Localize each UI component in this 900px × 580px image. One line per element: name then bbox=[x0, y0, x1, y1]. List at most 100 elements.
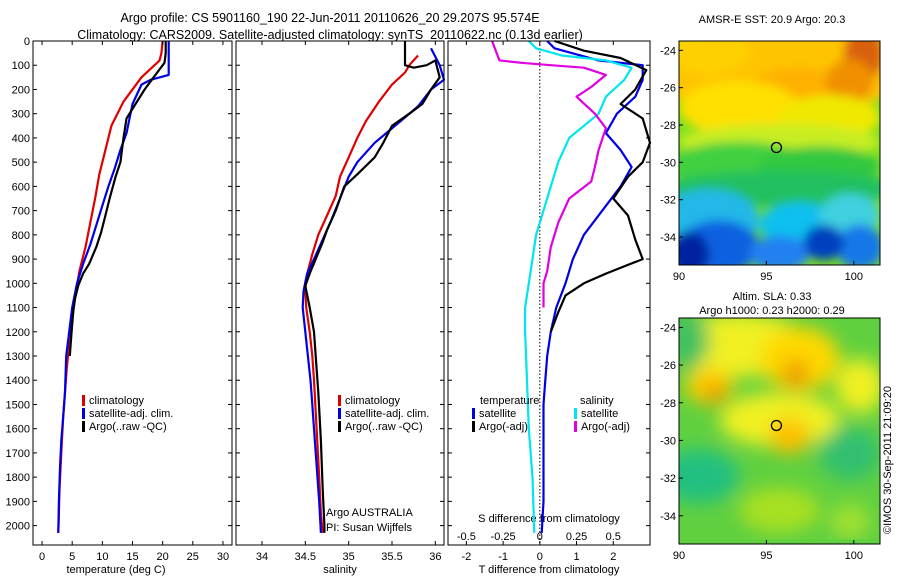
difference-series-salinity-satellite bbox=[523, 40, 633, 533]
sla-map-heatmap-cell bbox=[679, 318, 710, 368]
sla-map-xtick-label: 95 bbox=[760, 550, 772, 562]
salinity-xtick-label: 36 bbox=[429, 551, 441, 563]
sla-map-heatmap-cell bbox=[679, 449, 740, 504]
depth-tick-label: 1300 bbox=[6, 351, 30, 363]
sst-map-heatmap-cell bbox=[679, 81, 800, 136]
salinity-diff-tick-label: 0.25 bbox=[566, 531, 587, 543]
difference-series-temperature-satellite bbox=[540, 40, 644, 533]
depth-tick-label: 1400 bbox=[6, 375, 30, 387]
temperature-legend-entry: Argo(..raw -QC) bbox=[89, 421, 167, 433]
depth-tick-label: 0 bbox=[24, 36, 30, 48]
sst-map-ytick-label: -24 bbox=[660, 45, 676, 57]
sla-map-title: Altim. SLA: 0.33 bbox=[732, 291, 812, 303]
salinity-diff-tick-label: 0 bbox=[537, 531, 543, 543]
difference-legend-heading: salinity bbox=[580, 395, 614, 407]
sst-map-heatmap-cell bbox=[749, 235, 810, 265]
depth-tick-label: 1800 bbox=[6, 472, 30, 484]
depth-tick-label: 1200 bbox=[6, 327, 30, 339]
sla-map-heatmap-cell bbox=[703, 381, 728, 404]
sst-map-ytick-label: -32 bbox=[660, 195, 676, 207]
sla-map-heatmap-cell bbox=[759, 327, 840, 391]
sst-map-xtick-label: 100 bbox=[845, 271, 863, 283]
sst-map-title: AMSR-E SST: 20.9 Argo: 20.3 bbox=[698, 14, 846, 26]
depth-tick-label: 1100 bbox=[6, 303, 30, 315]
header-line-2: Climatology: CARS2009. Satellite-adjuste… bbox=[77, 28, 583, 42]
watermark: ©IMOS 30-Sep-2011 21:09:20 bbox=[882, 386, 894, 534]
difference-salinity-legend-entry: satellite bbox=[581, 408, 618, 420]
temperature-legend-swatch bbox=[82, 408, 85, 419]
depth-tick-label: 600 bbox=[12, 181, 30, 193]
sla-map-ytick-label: -28 bbox=[660, 398, 676, 410]
sst-map-xtick-label: 90 bbox=[673, 271, 685, 283]
sst-map-heatmap-cell bbox=[679, 41, 750, 75]
depth-tick-label: 400 bbox=[12, 133, 30, 145]
temperature-xtick-label: 5 bbox=[69, 551, 75, 563]
difference-xtick-label: 1 bbox=[573, 551, 579, 563]
salinity-legend-entry: climatology bbox=[345, 395, 401, 407]
difference-xlabel: T difference from climatology bbox=[478, 564, 620, 576]
sst-map-frame bbox=[678, 40, 881, 266]
salinity-frame bbox=[235, 40, 445, 546]
temperature-series-climatology bbox=[57, 40, 164, 533]
difference-series-salinity-argo-adj- bbox=[491, 40, 608, 308]
salinity-legend-entry: Argo(..raw -QC) bbox=[345, 421, 423, 433]
annotation-pi: PI: Susan Wijffels bbox=[326, 522, 412, 534]
temperature-xtick-label: 15 bbox=[126, 551, 138, 563]
difference-series-temperature-argo-adj- bbox=[549, 39, 652, 333]
sla-map-heatmap-cell bbox=[769, 417, 810, 454]
temperature-legend-entry: satellite-adj. clim. bbox=[89, 408, 173, 420]
difference-temperature-legend-entry: satellite bbox=[479, 408, 516, 420]
sst-map-ytick-label: -34 bbox=[660, 232, 676, 244]
sla-map-ytick-label: -24 bbox=[660, 322, 676, 334]
sst-map-ytick-label: -26 bbox=[660, 83, 676, 95]
depth-tick-label: 1900 bbox=[6, 496, 30, 508]
sla-map-heatmap-cell bbox=[829, 503, 870, 540]
sla-map-ytick-label: -32 bbox=[660, 473, 676, 485]
temperature-panel: 0 5 10 15 20 25 300100200300400500600700800900… bbox=[6, 36, 233, 563]
sla-map-xtick-label: 90 bbox=[673, 550, 685, 562]
depth-tick-label: 200 bbox=[12, 84, 30, 96]
temperature-xtick-label: 20 bbox=[157, 551, 169, 563]
salinity-series-climatology bbox=[304, 54, 419, 534]
salinity-diff-tick-label: 0.5 bbox=[606, 531, 621, 543]
difference-temperature-legend-entry: Argo(-adj) bbox=[479, 421, 528, 433]
depth-tick-label: 2000 bbox=[6, 521, 30, 533]
salinity-xtick-label: 34.5 bbox=[295, 551, 316, 563]
difference-temperature-legend-swatch bbox=[472, 408, 475, 419]
temperature-xlabel: temperature (deg C) bbox=[66, 564, 166, 576]
salinity-series-argo-raw-qc- bbox=[304, 41, 441, 533]
sla-map-frame bbox=[678, 317, 881, 545]
salinity-xtick-label: 34 bbox=[256, 551, 268, 563]
difference-salinity-legend-swatch bbox=[574, 408, 577, 419]
sla-map-heatmap-cell bbox=[739, 487, 820, 533]
difference-temperature-legend-swatch bbox=[472, 421, 475, 432]
difference-salinity-legend-entry: Argo(-adj) bbox=[581, 421, 630, 433]
header-line-1: Argo profile: CS 5901160_190 22-Jun-2011… bbox=[120, 11, 540, 25]
salinity-panel: 34 34.5 35 35.5 36 bbox=[235, 40, 446, 563]
salinity-legend-swatch bbox=[338, 421, 341, 432]
sst-map-ytick-label: -30 bbox=[660, 157, 676, 169]
sla-map-heatmap-cell bbox=[781, 358, 810, 391]
salinity-diff-tick-label: -0.5 bbox=[457, 531, 476, 543]
depth-tick-label: 900 bbox=[12, 254, 30, 266]
salinity-xtick-label: 35 bbox=[343, 551, 355, 563]
depth-tick-label: 800 bbox=[12, 230, 30, 242]
temperature-legend-entry: climatology bbox=[89, 395, 145, 407]
difference-legend-heading: temperature bbox=[480, 395, 539, 407]
sla-map-xtick-label: 100 bbox=[845, 550, 863, 562]
salinity-legend-swatch bbox=[338, 395, 341, 406]
sst-map-heatmap-cell bbox=[835, 224, 880, 265]
depth-tick-label: 1500 bbox=[6, 399, 30, 411]
temperature-legend-swatch bbox=[82, 421, 85, 432]
sst-map-heatmap bbox=[679, 41, 880, 265]
difference-top-xlabel: S difference from climatology bbox=[478, 513, 620, 525]
sla-map-heatmap-cell bbox=[719, 392, 840, 447]
temperature-xtick-label: 10 bbox=[96, 551, 108, 563]
sla-map-heatmap-cell bbox=[835, 358, 880, 413]
difference-xtick-label: 2 bbox=[610, 551, 616, 563]
difference-panel: -2 -1 0 1 2 -0.5 -0.25 0 0.25 0.5 bbox=[447, 39, 652, 563]
difference-xtick-label: 0 bbox=[537, 551, 543, 563]
sla-map-ytick-label: -34 bbox=[660, 511, 676, 523]
temperature-series-argo-raw-qc- bbox=[68, 41, 167, 357]
temperature-xtick-label: 25 bbox=[187, 551, 199, 563]
